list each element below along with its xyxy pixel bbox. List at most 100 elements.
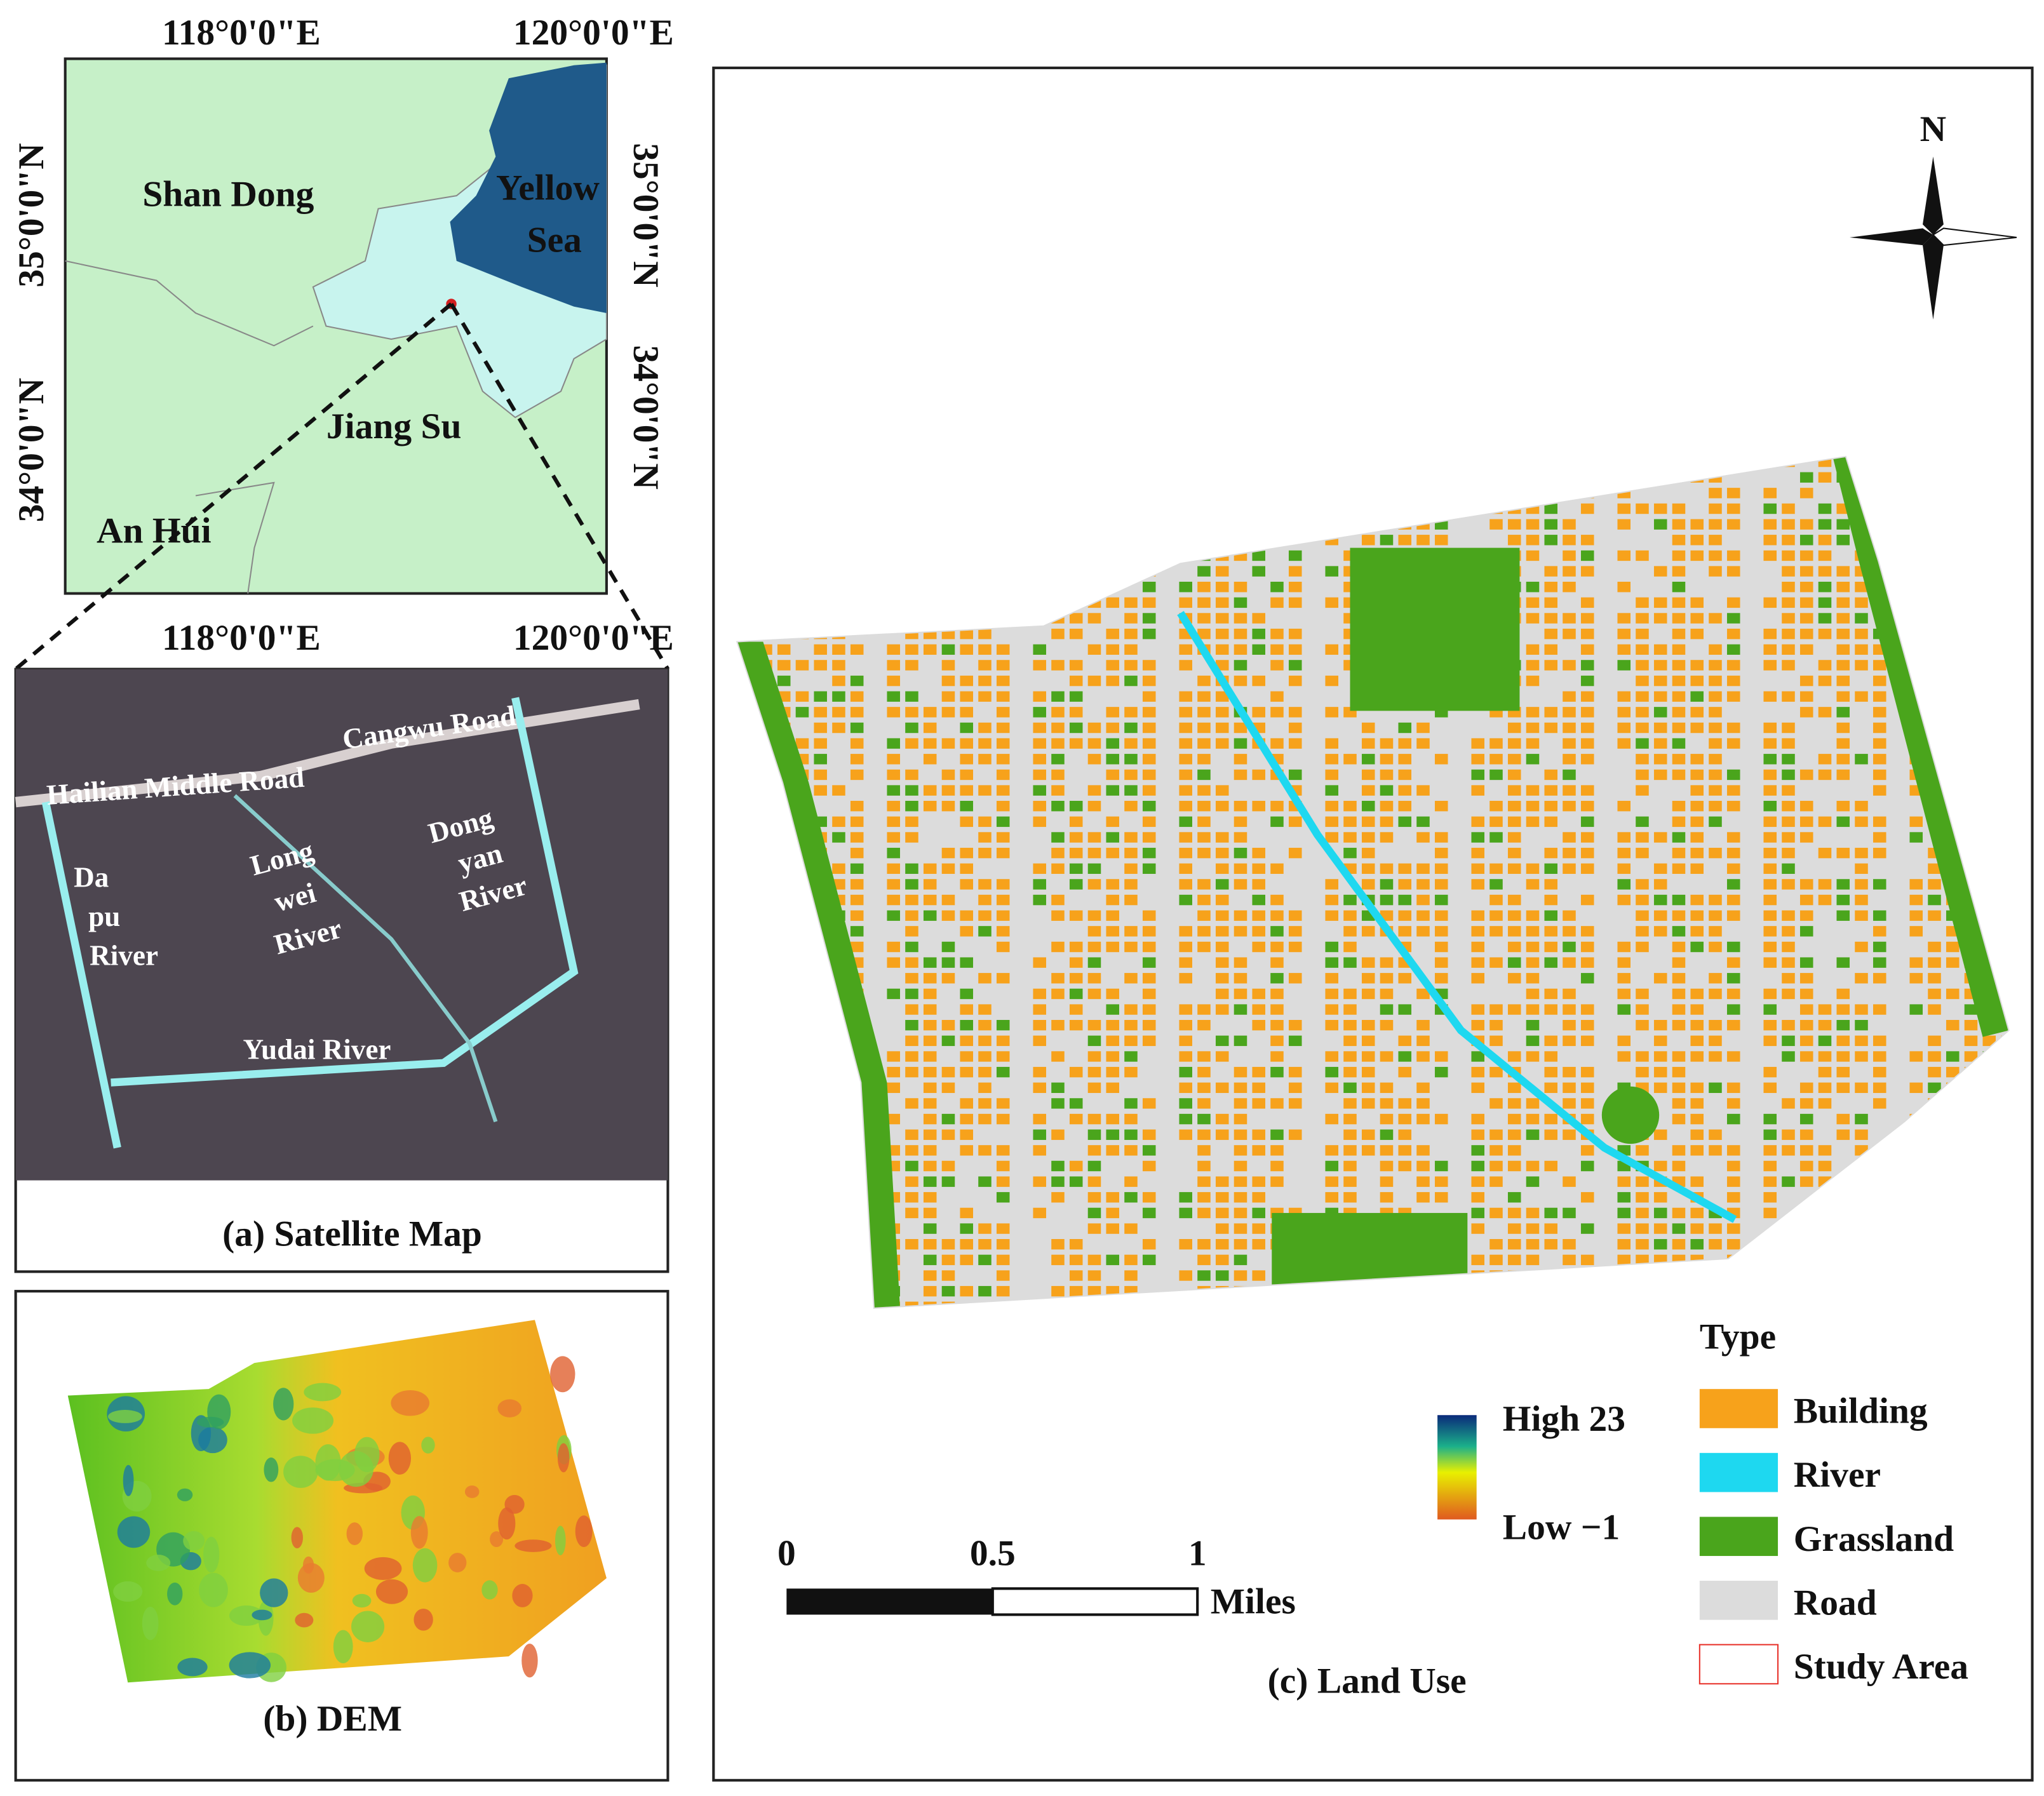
building: [1653, 926, 1667, 937]
grassland: [1563, 941, 1576, 953]
building: [960, 1113, 973, 1125]
building: [1855, 738, 1868, 749]
building: [832, 707, 845, 718]
building: [1234, 1082, 1247, 1094]
grassland: [1763, 503, 1777, 514]
building: [1818, 863, 1832, 875]
building: [1526, 566, 1540, 577]
building: [1526, 910, 1540, 921]
building: [1489, 1192, 1503, 1203]
building: [1398, 1129, 1412, 1140]
building: [1636, 1066, 1649, 1078]
building: [1489, 910, 1503, 921]
building: [1726, 988, 1740, 1000]
building: [1763, 1066, 1777, 1078]
building: [1124, 879, 1138, 890]
building: [1033, 1223, 1046, 1234]
building: [1580, 1239, 1594, 1250]
building: [1563, 894, 1576, 906]
zoom-line: [14, 302, 453, 671]
grassland: [1471, 832, 1485, 843]
building: [1726, 1066, 1740, 1078]
grassland: [1033, 879, 1046, 890]
building: [1526, 879, 1540, 890]
building: [1252, 707, 1265, 718]
grassland: [1617, 1192, 1631, 1203]
building: [1672, 801, 1686, 812]
building: [1270, 722, 1284, 734]
building: [960, 1145, 973, 1156]
building: [1563, 1254, 1576, 1266]
building: [1069, 957, 1083, 968]
building: [1873, 785, 1886, 796]
building: [1909, 894, 1923, 906]
building: [1563, 582, 1576, 593]
building: [1873, 816, 1886, 828]
building: [1672, 707, 1686, 718]
building: [923, 926, 937, 937]
building: [960, 832, 973, 843]
building: [1726, 1176, 1740, 1187]
building: [923, 879, 937, 890]
building: [1234, 910, 1247, 921]
building: [960, 1129, 973, 1140]
building: [1270, 1082, 1284, 1094]
building: [1782, 1098, 1795, 1109]
building: [1636, 503, 1649, 514]
building: [1051, 879, 1065, 890]
building: [1653, 1020, 1667, 1031]
building: [1782, 472, 1795, 483]
building: [1343, 1160, 1357, 1172]
building: [832, 660, 845, 671]
grassland: [1782, 1051, 1795, 1062]
building: [1507, 1020, 1521, 1031]
building: [1726, 1098, 1740, 1109]
building: [1252, 926, 1265, 937]
building: [1836, 1098, 1850, 1109]
building: [1434, 535, 1448, 546]
building: [1617, 1035, 1631, 1047]
building: [1069, 1145, 1083, 1156]
grassland: [1380, 879, 1394, 890]
building: [1215, 941, 1229, 953]
building: [1672, 722, 1686, 734]
building: [1726, 894, 1740, 906]
building: [960, 847, 973, 859]
building: [1215, 1051, 1229, 1062]
building: [1873, 832, 1886, 843]
building: [1087, 1098, 1101, 1109]
building: [1818, 1129, 1832, 1140]
building: [1672, 519, 1686, 530]
building: [832, 847, 845, 859]
building: [1179, 941, 1192, 953]
building: [1672, 1160, 1686, 1172]
building: [1928, 988, 1941, 1000]
building: [1563, 1051, 1576, 1062]
building: [1873, 691, 1886, 702]
building: [1142, 988, 1156, 1000]
roundabout: [1601, 1086, 1660, 1144]
building: [1709, 488, 1722, 499]
building: [1471, 535, 1485, 546]
building: [941, 1066, 955, 1078]
building: [1215, 1145, 1229, 1156]
building: [1507, 1239, 1521, 1250]
building: [1033, 1035, 1046, 1047]
building: [1580, 691, 1594, 702]
building: [1069, 785, 1083, 796]
building: [923, 754, 937, 765]
building: [1471, 988, 1485, 1000]
building: [1563, 503, 1576, 514]
building: [1672, 754, 1686, 765]
building: [1270, 738, 1284, 749]
building: [1799, 550, 1813, 561]
region-label: An Húi: [97, 511, 212, 551]
building: [1124, 1066, 1138, 1078]
building: [1069, 1160, 1083, 1172]
building: [1179, 754, 1192, 765]
dem-blob: [252, 1609, 272, 1621]
building: [1033, 1270, 1046, 1281]
building: [1726, 832, 1740, 843]
building: [1709, 957, 1722, 968]
building: [1507, 1254, 1521, 1266]
